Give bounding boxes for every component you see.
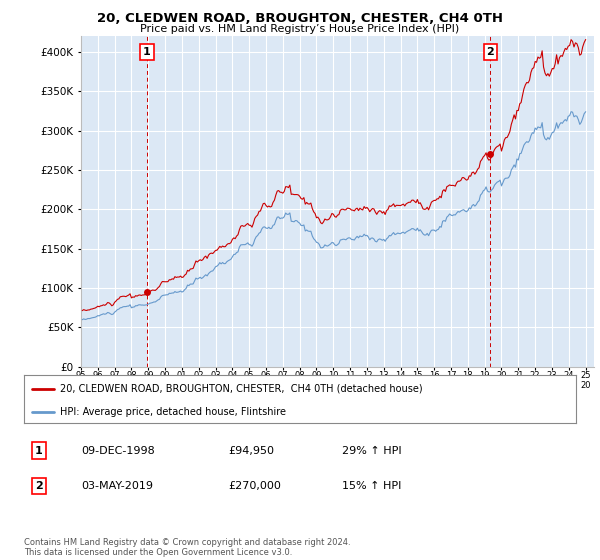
Text: 03-MAY-2019: 03-MAY-2019 xyxy=(81,481,153,491)
Text: Contains HM Land Registry data © Crown copyright and database right 2024.
This d: Contains HM Land Registry data © Crown c… xyxy=(24,538,350,557)
Text: Price paid vs. HM Land Registry’s House Price Index (HPI): Price paid vs. HM Land Registry’s House … xyxy=(140,24,460,34)
Text: 1: 1 xyxy=(143,47,151,57)
Text: £270,000: £270,000 xyxy=(228,481,281,491)
Text: 2: 2 xyxy=(487,47,494,57)
Text: £94,950: £94,950 xyxy=(228,446,274,456)
Text: 2: 2 xyxy=(35,481,43,491)
Text: 1: 1 xyxy=(35,446,43,456)
Text: HPI: Average price, detached house, Flintshire: HPI: Average price, detached house, Flin… xyxy=(60,407,286,417)
Text: 15% ↑ HPI: 15% ↑ HPI xyxy=(342,481,401,491)
Text: 20, CLEDWEN ROAD, BROUGHTON, CHESTER,  CH4 0TH (detached house): 20, CLEDWEN ROAD, BROUGHTON, CHESTER, CH… xyxy=(60,384,422,394)
Text: 20, CLEDWEN ROAD, BROUGHTON, CHESTER, CH4 0TH: 20, CLEDWEN ROAD, BROUGHTON, CHESTER, CH… xyxy=(97,12,503,25)
Text: 29% ↑ HPI: 29% ↑ HPI xyxy=(342,446,401,456)
Text: 09-DEC-1998: 09-DEC-1998 xyxy=(81,446,155,456)
